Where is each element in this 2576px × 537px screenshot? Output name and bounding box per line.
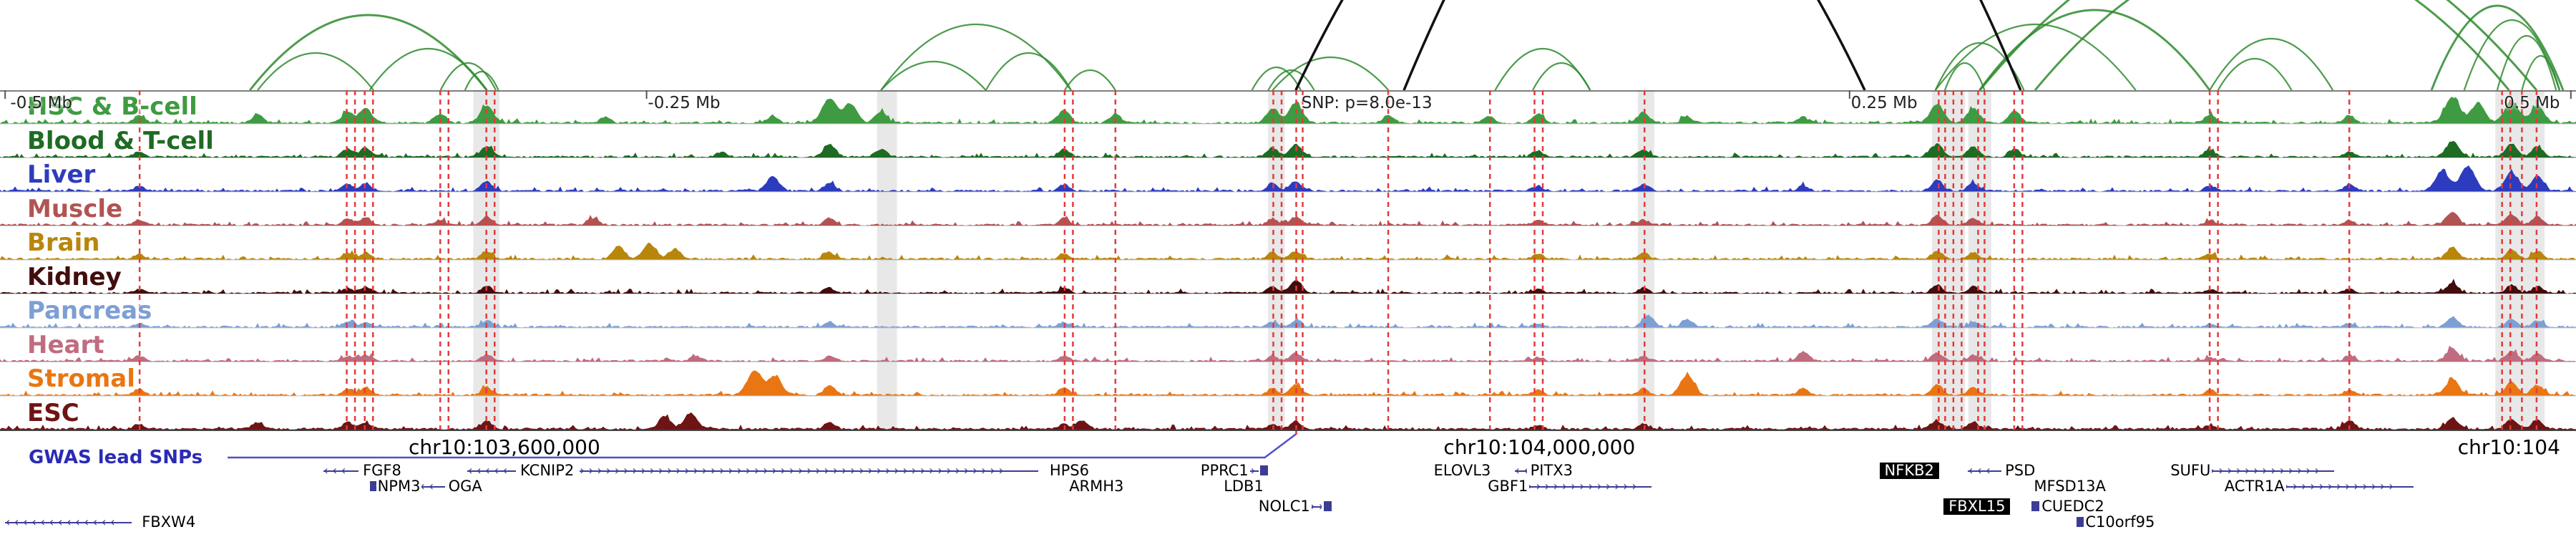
- track-signal[interactable]: [0, 345, 2576, 362]
- gene-body[interactable]: ››››››››››››››››››››››››››››››››››››››››…: [580, 463, 1038, 479]
- track-signal[interactable]: [0, 165, 2576, 192]
- gene-exon: [370, 481, 379, 491]
- gwas-connector-line: [228, 433, 1297, 459]
- gene-label-fbxl15[interactable]: FBXL15: [1943, 498, 2011, 515]
- track-signal[interactable]: [0, 97, 2576, 124]
- track-signal[interactable]: [0, 140, 2576, 158]
- interaction-arc[interactable]: [2463, 19, 2561, 90]
- interaction-arc[interactable]: [1934, 24, 2137, 90]
- interaction-arc[interactable]: [2430, 4, 2565, 90]
- track-signal[interactable]: [0, 370, 2576, 396]
- interaction-arc[interactable]: [464, 70, 499, 90]
- gene-annotation-panel: chr10:103,600,000 chr10:104,000,000 chr1…: [0, 430, 2576, 537]
- snp-pvalue-label: SNP: p=8.0e-13: [1301, 94, 1433, 112]
- track-signal[interactable]: [0, 279, 2576, 294]
- gene-label-fgf8[interactable]: FGF8: [361, 462, 403, 479]
- gene-label-hps6[interactable]: HPS6: [1048, 462, 1091, 479]
- interaction-arc[interactable]: [2496, 34, 2557, 90]
- gene-body[interactable]: ‹‹‹‹‹‹‹‹‹‹‹‹‹: [5, 514, 132, 531]
- gene-label-pitx3[interactable]: PITX3: [1528, 462, 1575, 479]
- ruler-tick-label: 0.25 Mb: [1850, 94, 1918, 112]
- gene-label-nolc1[interactable]: NOLC1: [1257, 498, 1312, 515]
- interaction-arc[interactable]: [369, 47, 488, 90]
- track-label-blood-t-cell[interactable]: Blood & T-cell: [27, 126, 214, 155]
- track-label-muscle[interactable]: Muscle: [27, 194, 123, 223]
- track-signal[interactable]: [0, 314, 2576, 328]
- track-label-pancreas[interactable]: Pancreas: [27, 296, 152, 325]
- track-label-stromal[interactable]: Stromal: [27, 364, 135, 393]
- interaction-arc[interactable]: [1532, 62, 1591, 90]
- track-signal[interactable]: [0, 212, 2576, 226]
- track-label-hsc-b-cell[interactable]: HSC & B-cell: [27, 92, 197, 121]
- track-label-esc[interactable]: ESC: [27, 398, 79, 427]
- gene-body[interactable]: ›››››››››››››››: [2192, 463, 2334, 479]
- interaction-arc[interactable]: [1979, 0, 2538, 90]
- gene-label-fbxw4[interactable]: FBXW4: [140, 513, 197, 531]
- gene-label-gbf1[interactable]: GBF1: [1486, 478, 1530, 495]
- track-label-brain[interactable]: Brain: [27, 228, 100, 257]
- track-label-heart[interactable]: Heart: [27, 330, 104, 359]
- gene-body[interactable]: ‹‹‹: [323, 463, 359, 479]
- interaction-arc[interactable]: [249, 14, 488, 90]
- gene-body[interactable]: ‹‹: [419, 478, 445, 495]
- interaction-arc[interactable]: [985, 52, 1072, 90]
- interaction-arc-strong[interactable]: [1294, 0, 1866, 90]
- ruler-tick-label: 0.5 Mb: [2504, 94, 2560, 112]
- ruler-tick-label: -0.25 Mb: [648, 94, 721, 112]
- gene-label-elovl3[interactable]: ELOVL3: [1432, 462, 1493, 479]
- gene-label-pprc1[interactable]: PPRC1: [1199, 462, 1250, 479]
- gene-exon: [1260, 465, 1269, 475]
- gene-exon: [2077, 517, 2085, 527]
- gene-exon: [1323, 501, 1332, 511]
- gene-body[interactable]: ‹‹‹‹‹: [467, 463, 516, 479]
- interaction-arc[interactable]: [880, 60, 987, 90]
- gene-label-armh3[interactable]: ARMH3: [1068, 478, 1126, 495]
- gwas-lead-snps-label: GWAS lead SNPs: [29, 447, 203, 468]
- interaction-arc[interactable]: [2034, 0, 2510, 90]
- gene-label-sufu[interactable]: SUFU: [2169, 462, 2212, 479]
- coordinate-label-left: chr10:103,600,000: [408, 435, 600, 459]
- signal-tracks-panel: HSC & B-cell Blood & T-cell Liver Muscle Bra…: [0, 90, 2576, 430]
- interaction-arc[interactable]: [2217, 57, 2293, 90]
- gene-label-npm3[interactable]: NPM3: [376, 478, 422, 495]
- track-label-kidney[interactable]: Kidney: [27, 262, 122, 291]
- interaction-arc[interactable]: [1979, 9, 2211, 90]
- gene-label-kcnip2[interactable]: KCNIP2: [519, 462, 576, 479]
- interaction-arc[interactable]: [1267, 69, 1315, 90]
- coordinate-label-right: chr10:104: [2457, 435, 2560, 459]
- gene-body[interactable]: ‹‹: [1514, 463, 1528, 479]
- gene-body[interactable]: ›››››››››››››››: [1509, 478, 1652, 495]
- interaction-arc[interactable]: [1272, 57, 1390, 90]
- interaction-arc[interactable]: [1063, 69, 1116, 90]
- gene-label-oga[interactable]: OGA: [447, 478, 484, 495]
- interaction-arc[interactable]: [439, 62, 497, 90]
- interaction-arc[interactable]: [2521, 55, 2561, 90]
- coordinate-label-center: chr10:104,000,000: [1443, 435, 1636, 459]
- interaction-arcs-panel: [249, 0, 2565, 90]
- interaction-arc[interactable]: [1943, 62, 1986, 90]
- gene-label-nfkb2[interactable]: NFKB2: [1879, 463, 1939, 479]
- interaction-arc[interactable]: [2209, 38, 2334, 90]
- track-label-liver[interactable]: Liver: [27, 160, 96, 189]
- gene-label-c10orf95[interactable]: C10orf95: [2084, 513, 2157, 531]
- interaction-arc[interactable]: [1251, 67, 1302, 90]
- interaction-arc-strong[interactable]: [1402, 0, 2022, 90]
- track-signal[interactable]: [0, 412, 2576, 430]
- gene-label-actr1a[interactable]: ACTR1A: [2223, 478, 2286, 495]
- ruler-tick-label: -0.5 Mb: [10, 94, 73, 112]
- gene-label-cuedc2[interactable]: CUEDC2: [2040, 498, 2106, 515]
- gene-label-mfsd13a[interactable]: MFSD13A: [2032, 478, 2107, 495]
- interaction-arc[interactable]: [257, 52, 374, 90]
- signal-tracks-canvas: [0, 90, 2576, 430]
- gene-label-psd[interactable]: PSD: [2004, 462, 2037, 479]
- gene-body[interactable]: ‹‹‹: [1968, 463, 2002, 479]
- gene-body[interactable]: ››: [1309, 498, 1322, 515]
- track-signal[interactable]: [0, 242, 2576, 260]
- gene-label-ldb1[interactable]: LDB1: [1222, 478, 1265, 495]
- gene-exon: [2031, 501, 2039, 511]
